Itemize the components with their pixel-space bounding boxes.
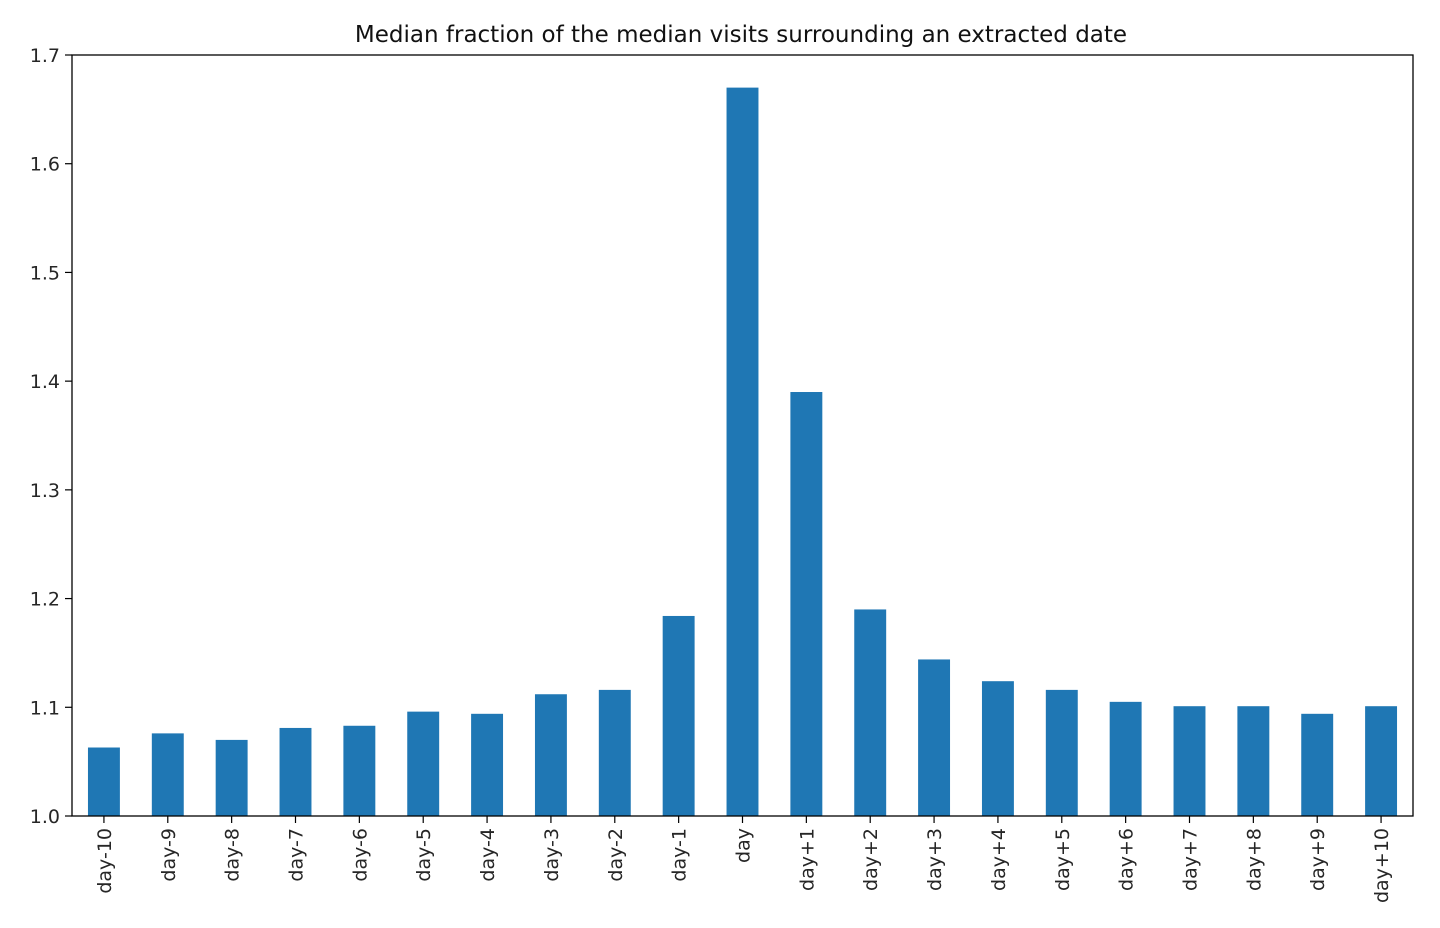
bar-day-1 — [662, 615, 695, 816]
bar-day+4 — [981, 681, 1014, 816]
bar-day+5 — [1045, 689, 1078, 816]
x-tick-label: day+7 — [1180, 828, 1202, 891]
y-axis: 1.0 1.1 1.2 1.3 1.4 1.5 1.6 1.7 — [30, 45, 72, 828]
bar-day+9 — [1301, 713, 1334, 816]
x-tick-label: day-3 — [541, 828, 563, 882]
y-tick-label: 1.6 — [30, 154, 60, 176]
bar-day — [726, 87, 759, 817]
y-tick-label: 1.3 — [30, 480, 60, 502]
x-tick-label: day-10 — [94, 828, 116, 894]
x-tick-label: day-7 — [286, 828, 308, 882]
x-tick-label: day+3 — [924, 828, 946, 891]
x-tick-label: day+4 — [988, 828, 1010, 891]
bar-day+1 — [790, 392, 823, 816]
x-tick-label: day-8 — [222, 828, 244, 882]
chart-title: Median fraction of the median visits sur… — [355, 22, 1127, 48]
x-tick-label: day — [733, 828, 755, 863]
bar-day-2 — [598, 689, 631, 816]
x-tick-label: day+5 — [1052, 828, 1074, 891]
bar-day+6 — [1109, 701, 1142, 816]
bar-day+2 — [854, 609, 887, 816]
y-tick-label: 1.0 — [30, 806, 60, 828]
x-axis: day-10 day-9 day-8 day-7 day-6 day-5 day-4 day-… — [94, 816, 1393, 903]
bar-day+8 — [1237, 706, 1270, 816]
bar-day-3 — [534, 694, 567, 816]
bar-day+7 — [1173, 706, 1206, 816]
plot-area-frame — [71, 54, 1414, 817]
x-tick-label: day+1 — [796, 828, 818, 891]
x-tick-label: day+8 — [1243, 828, 1265, 891]
y-tick-label: 1.1 — [30, 697, 60, 719]
x-tick-label: day-5 — [413, 828, 435, 882]
x-tick-label: day-6 — [349, 828, 371, 882]
y-tick-label: 1.7 — [30, 45, 60, 67]
x-tick-label: day-1 — [669, 828, 691, 882]
bar-day-5 — [407, 711, 440, 816]
bar-day+10 — [1365, 706, 1398, 816]
bar-day-8 — [215, 739, 248, 816]
bar-day-7 — [279, 727, 312, 816]
bar-day-9 — [151, 733, 184, 816]
bars-group — [87, 87, 1398, 817]
x-tick-label: day-2 — [605, 828, 627, 882]
x-tick-label: day+2 — [860, 828, 882, 891]
bar-day+3 — [918, 659, 951, 816]
x-tick-label: day-9 — [158, 828, 180, 882]
y-tick-label: 1.2 — [30, 589, 60, 611]
y-tick-label: 1.4 — [30, 371, 60, 393]
x-tick-label: day+9 — [1307, 828, 1329, 891]
y-tick-label: 1.5 — [30, 262, 60, 284]
bar-day-4 — [471, 713, 504, 816]
x-tick-label: day-4 — [477, 828, 499, 882]
x-tick-label: day+10 — [1371, 828, 1393, 903]
bar-day-10 — [87, 747, 120, 816]
x-tick-label: day+6 — [1116, 828, 1138, 891]
bar-day-6 — [343, 725, 376, 816]
